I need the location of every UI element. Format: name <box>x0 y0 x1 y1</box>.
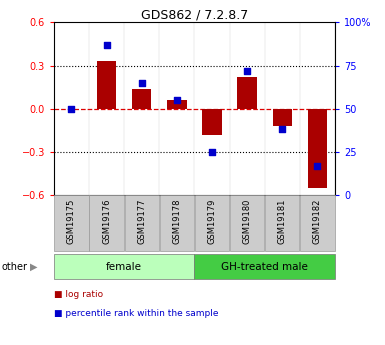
Bar <box>97 61 116 109</box>
Bar <box>203 109 222 135</box>
Bar <box>54 196 89 251</box>
Text: ■ percentile rank within the sample: ■ percentile rank within the sample <box>54 309 218 318</box>
Bar <box>265 196 300 251</box>
Text: GSM19177: GSM19177 <box>137 199 146 244</box>
Text: GSM19176: GSM19176 <box>102 199 111 244</box>
Text: other: other <box>2 262 28 272</box>
Title: GDS862 / 7.2.8.7: GDS862 / 7.2.8.7 <box>141 8 248 21</box>
Bar <box>194 254 335 279</box>
Point <box>279 127 285 132</box>
Point <box>174 97 180 103</box>
Bar <box>238 77 257 109</box>
Point <box>104 42 110 48</box>
Text: GSM19180: GSM19180 <box>243 199 252 244</box>
Text: GSM19175: GSM19175 <box>67 199 76 244</box>
Point <box>314 163 320 168</box>
Bar <box>124 196 159 251</box>
Bar <box>230 196 264 251</box>
Point <box>209 149 215 155</box>
Text: female: female <box>106 262 142 272</box>
Text: GSM19178: GSM19178 <box>172 199 181 244</box>
Point <box>69 106 75 111</box>
Text: ▶: ▶ <box>30 262 37 272</box>
Bar <box>300 196 335 251</box>
Bar <box>54 254 194 279</box>
Bar <box>89 196 124 251</box>
Text: GSM19182: GSM19182 <box>313 199 322 244</box>
Text: GSM19181: GSM19181 <box>278 199 287 244</box>
Bar <box>167 100 186 109</box>
Point <box>244 68 250 73</box>
Bar <box>160 196 194 251</box>
Text: ■ log ratio: ■ log ratio <box>54 290 103 299</box>
Point <box>139 80 145 86</box>
Bar <box>308 109 327 188</box>
Text: GH-treated male: GH-treated male <box>221 262 308 272</box>
Bar <box>273 109 292 126</box>
Text: GSM19179: GSM19179 <box>208 199 216 244</box>
Bar <box>132 89 151 109</box>
Bar <box>195 196 229 251</box>
